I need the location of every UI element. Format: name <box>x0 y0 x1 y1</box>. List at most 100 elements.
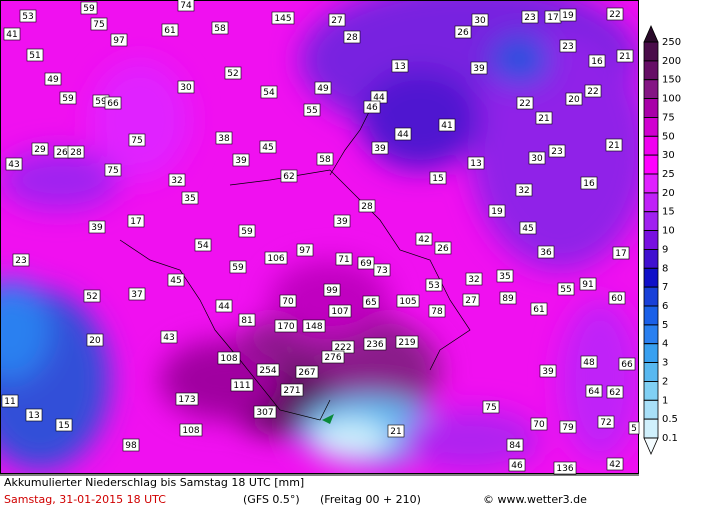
label-value: 55 <box>306 106 317 116</box>
label-value: 41 <box>441 121 452 131</box>
label-box <box>343 30 361 44</box>
label-box <box>211 21 229 35</box>
label-box <box>259 140 277 154</box>
label-box <box>471 13 489 27</box>
legend-swatch <box>643 79 659 99</box>
label-box <box>168 173 186 187</box>
label-value: 44 <box>218 302 230 312</box>
label-value: 28 <box>361 202 373 212</box>
label-box <box>217 351 241 365</box>
label-value: 42 <box>418 235 429 245</box>
label-value: 46 <box>366 103 378 113</box>
legend-swatch <box>643 343 659 363</box>
label-box <box>363 337 387 351</box>
label-value: 78 <box>431 307 443 317</box>
legend-swatch <box>643 173 659 194</box>
label-value: 105 <box>399 297 416 307</box>
label-value: 53 <box>22 12 33 22</box>
label-value: 49 <box>317 84 329 94</box>
label-value: 52 <box>227 69 238 79</box>
label-box <box>1 394 19 408</box>
map-area <box>0 0 639 474</box>
label-value: 5 <box>631 424 637 434</box>
label-box <box>128 133 146 147</box>
legend-label: 200 <box>662 56 681 67</box>
label-value: 21 <box>538 114 549 124</box>
label-value: 43 <box>8 160 19 170</box>
label-value: 66 <box>621 360 633 370</box>
label-value: 59 <box>62 94 74 104</box>
legend-swatch <box>643 230 659 250</box>
label-value: 59 <box>83 4 95 14</box>
label-value: 89 <box>502 294 514 304</box>
label-box <box>260 85 278 99</box>
label-value: 271 <box>283 386 300 396</box>
label-value: 23 <box>15 256 26 266</box>
footer-credit: © www.wetter3.de <box>483 493 587 506</box>
label-box <box>177 0 195 12</box>
label-box <box>314 81 332 95</box>
label-box <box>230 378 254 392</box>
label-value: 21 <box>390 427 401 437</box>
label-box <box>584 84 602 98</box>
label-box <box>224 66 242 80</box>
legend-swatch <box>643 98 659 118</box>
label-value: 44 <box>397 130 409 140</box>
label-value: 23 <box>551 147 562 157</box>
label-box <box>12 253 30 267</box>
label-value: 35 <box>499 272 510 282</box>
legend-label: 4 <box>662 339 668 350</box>
label-box <box>179 423 203 437</box>
label-value: 22 <box>519 99 530 109</box>
label-box <box>519 221 537 235</box>
label-value: 70 <box>282 297 294 307</box>
label-box <box>264 251 288 265</box>
label-value: 28 <box>70 148 82 158</box>
label-box <box>229 260 247 274</box>
legend-label: 6 <box>662 301 668 312</box>
label-value: 58 <box>214 24 226 34</box>
label-box <box>215 131 233 145</box>
label-box <box>122 438 140 452</box>
label-box <box>88 220 106 234</box>
label-value: 111 <box>233 381 250 391</box>
label-value: 51 <box>29 51 40 61</box>
label-value: 43 <box>163 333 174 343</box>
label-value: 108 <box>220 354 237 364</box>
label-box <box>580 355 598 369</box>
label-value: 27 <box>331 16 342 26</box>
legend-swatch <box>643 154 659 175</box>
label-box <box>104 163 122 177</box>
label-value: 32 <box>468 275 479 285</box>
label-box <box>80 1 98 15</box>
label-value: 36 <box>540 248 552 258</box>
label-value: 72 <box>600 418 611 428</box>
label-box <box>438 118 456 132</box>
label-value: 38 <box>218 134 230 144</box>
label-box <box>232 153 250 167</box>
label-value: 26 <box>437 244 449 254</box>
label-value: 106 <box>267 254 284 264</box>
label-value: 222 <box>334 343 351 353</box>
legend-label: 150 <box>662 75 681 86</box>
legend-label: 15 <box>662 207 675 218</box>
label-value: 75 <box>485 403 496 413</box>
label-value: 37 <box>131 290 142 300</box>
label-box <box>565 92 583 106</box>
label-box <box>395 335 419 349</box>
label-box <box>328 304 352 318</box>
label-value: 74 <box>180 1 192 11</box>
label-value: 17 <box>615 249 626 259</box>
label-value: 81 <box>241 316 252 326</box>
label-box <box>608 291 626 305</box>
label-value: 30 <box>180 83 192 93</box>
label-box <box>5 157 23 171</box>
label-value: 29 <box>34 145 46 155</box>
label-box <box>394 127 412 141</box>
label-value: 23 <box>562 42 573 52</box>
label-box <box>160 330 178 344</box>
label-value: 75 <box>131 136 142 146</box>
label-value: 276 <box>324 353 341 363</box>
label-box <box>302 319 326 333</box>
